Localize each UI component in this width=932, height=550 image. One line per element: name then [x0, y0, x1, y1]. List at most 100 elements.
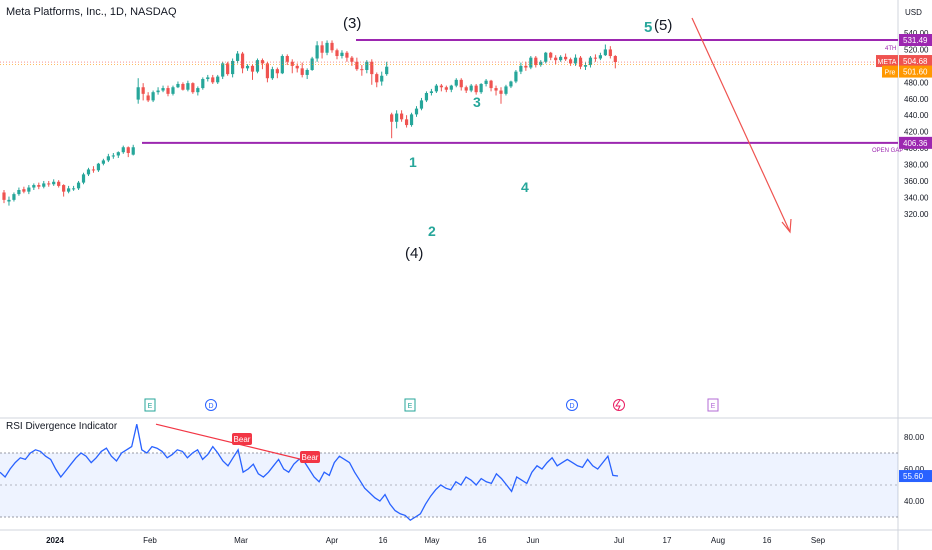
candle-body	[340, 52, 344, 57]
candle-body	[380, 75, 384, 82]
candle-body	[479, 83, 483, 93]
wave-label-4: (4)	[405, 245, 423, 262]
time-tick-label: 16	[763, 536, 772, 545]
candle-body	[37, 185, 41, 187]
meta-price-badge-value: 504.68	[903, 57, 928, 66]
candle-body	[534, 57, 538, 66]
candle-body	[554, 57, 558, 61]
level-4th-badge-value: 531.49	[903, 36, 928, 45]
bear-signal-badge	[232, 433, 252, 445]
candle-body	[250, 65, 255, 72]
candle-body	[295, 65, 299, 69]
projection-arrow-head	[781, 218, 792, 234]
earnings-marker	[404, 398, 416, 412]
candle-body	[201, 79, 205, 89]
price-tick-label: 480.00	[904, 78, 929, 87]
candle-body	[260, 60, 265, 64]
lightning-icon	[615, 399, 621, 411]
candle-body	[603, 49, 607, 56]
time-tick-label: Feb	[143, 536, 157, 545]
candle-body	[196, 88, 200, 93]
dividend-marker-label: D	[208, 403, 213, 410]
candle-body	[529, 57, 533, 68]
candle-body	[32, 185, 36, 188]
time-tick-label: May	[424, 536, 439, 545]
candle-body	[101, 160, 105, 164]
projection-arrow-line	[691, 17, 791, 233]
open-gap-badge-value: 406.36	[903, 139, 928, 148]
candle-body	[171, 87, 175, 94]
meta-price-tag	[876, 55, 898, 68]
dividend-marker	[205, 399, 217, 411]
rsi-band	[0, 453, 898, 517]
wave-label-4-small: 4	[521, 179, 529, 195]
candle-body	[226, 63, 230, 75]
candle-body	[524, 65, 528, 68]
rsi-value-badge	[899, 470, 932, 483]
candle-body	[355, 61, 359, 70]
candle-body	[131, 147, 135, 155]
candle-body	[564, 56, 568, 60]
candle-body	[424, 93, 429, 101]
wave-label-1: 1	[409, 154, 417, 170]
candle-body	[459, 79, 463, 88]
candle-body	[390, 114, 394, 122]
candle-body	[116, 152, 120, 156]
candle-body	[181, 83, 185, 90]
candle-body	[474, 85, 478, 93]
candle-body	[573, 57, 578, 64]
candle-body	[191, 83, 195, 93]
candle-body	[231, 60, 235, 75]
candle-body	[7, 199, 11, 202]
candle-body	[106, 156, 110, 161]
candle-body	[429, 91, 434, 94]
meta-price-badge	[899, 55, 932, 68]
candle-body	[385, 66, 389, 75]
candle-body	[588, 57, 593, 66]
candle-body	[539, 61, 543, 66]
price-tick-label: 540.00	[904, 29, 929, 38]
candle-body	[285, 56, 289, 62]
wave-label-3-small: 3	[473, 94, 481, 110]
time-tick-label: Apr	[326, 536, 339, 545]
candle-body	[549, 52, 553, 58]
candle-body	[544, 52, 548, 62]
candle-body	[17, 190, 21, 195]
candle-body	[136, 87, 140, 100]
candle-body	[186, 83, 190, 90]
candle-body	[221, 63, 225, 77]
rsi-tick-label: 60.00	[904, 465, 925, 474]
bear-signal-label: Bear	[302, 453, 319, 462]
candle-body	[67, 188, 71, 192]
candle-body	[290, 61, 294, 66]
candle-body	[141, 87, 145, 94]
time-tick-label: 16	[478, 536, 487, 545]
open-gap-badge	[899, 136, 932, 149]
candle-body	[514, 71, 518, 82]
candle-body	[504, 86, 508, 94]
candle-body	[439, 85, 443, 88]
candle-body	[52, 181, 56, 185]
price-tick-label: 340.00	[904, 193, 929, 202]
pre-price-badge	[899, 65, 932, 78]
candle-body	[161, 88, 165, 91]
candle-body	[335, 50, 339, 57]
candle-body	[111, 155, 115, 157]
wave-label-5-small: 5	[644, 19, 652, 36]
candle-body	[2, 192, 6, 200]
pre-price-tag-label: Pre	[885, 70, 896, 77]
candle-body	[395, 113, 399, 122]
candle-body	[275, 69, 279, 74]
candle-body	[310, 58, 314, 70]
candle-body	[365, 61, 369, 70]
candle-body	[300, 68, 304, 75]
candle-body	[568, 59, 573, 64]
candle-body	[27, 187, 31, 192]
time-tick-label: Aug	[711, 536, 725, 545]
candle-body	[598, 55, 602, 59]
time-tick-label: 2024	[46, 536, 64, 545]
earnings-marker	[707, 398, 719, 412]
time-tick-label: 16	[379, 536, 388, 545]
candle-body	[211, 77, 215, 83]
